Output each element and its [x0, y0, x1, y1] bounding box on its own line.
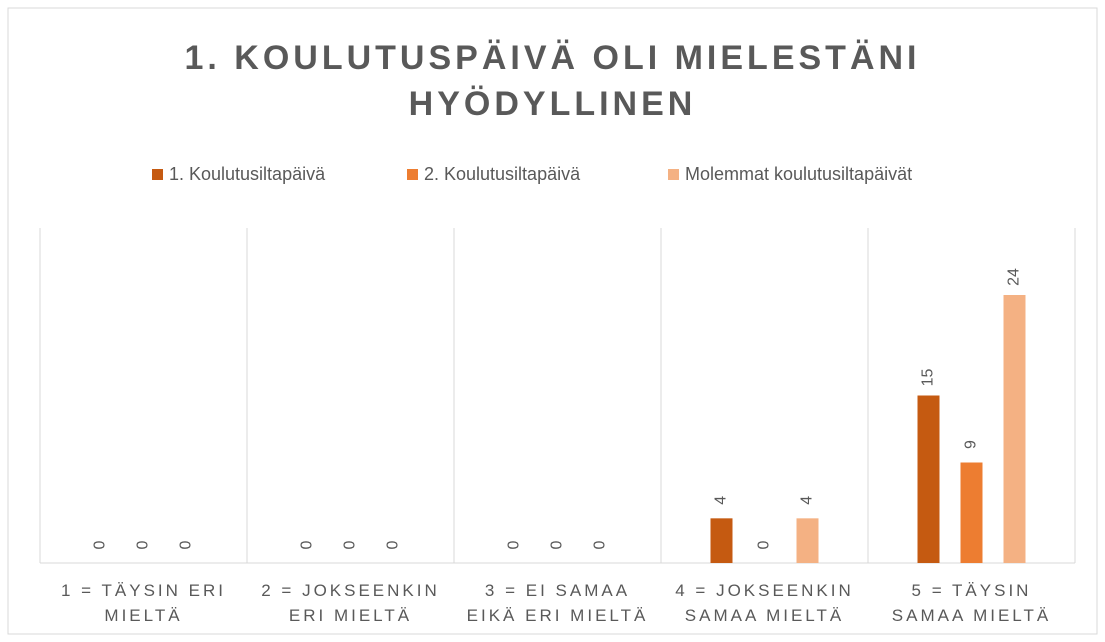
data-label: 0: [178, 540, 195, 549]
bar: [1003, 295, 1026, 563]
bar: [710, 518, 733, 563]
data-label: 24: [1006, 268, 1023, 286]
data-label: 0: [592, 540, 609, 549]
data-label: 0: [756, 540, 773, 549]
x-tick-label: 4 = JOKSEENKIN SAMAA MIELTÄ: [675, 581, 854, 625]
data-label: 0: [135, 540, 152, 549]
data-label: 0: [299, 540, 316, 549]
bar: [796, 518, 819, 563]
data-label: 0: [549, 540, 566, 549]
x-tick-label: 2 = JOKSEENKIN ERI MIELTÄ: [261, 581, 440, 625]
x-tick-label: 3 = EI SAMAA EIKÄ ERI MIELTÄ: [466, 581, 649, 625]
data-label: 4: [799, 496, 816, 505]
legend-label: 1. Koulutusiltapäivä: [169, 164, 326, 184]
data-label: 0: [385, 540, 402, 549]
bar: [960, 462, 983, 563]
data-label: 0: [506, 540, 523, 549]
x-tick-label: 1 = TÄYSIN ERI MIELTÄ: [61, 581, 226, 625]
data-label: 9: [963, 440, 980, 449]
legend-swatch: [407, 169, 418, 180]
data-label: 15: [920, 369, 937, 387]
chart-border: [7, 7, 1098, 635]
data-label: 0: [92, 540, 109, 549]
legend-label: Molemmat koulutusiltapäivät: [685, 164, 912, 184]
x-tick-label: 5 = TÄYSIN SAMAA MIELTÄ: [891, 581, 1052, 625]
legend-swatch: [668, 169, 679, 180]
data-label: 0: [342, 540, 359, 549]
chart-title: 1. KOULUTUSPÄIVÄ OLI MIELESTÄNI HYÖDYLLI…: [184, 39, 921, 123]
bar: [917, 395, 940, 563]
data-label: 4: [713, 496, 730, 505]
legend-label: 2. Koulutusiltapäivä: [424, 164, 581, 184]
legend-swatch: [152, 169, 163, 180]
